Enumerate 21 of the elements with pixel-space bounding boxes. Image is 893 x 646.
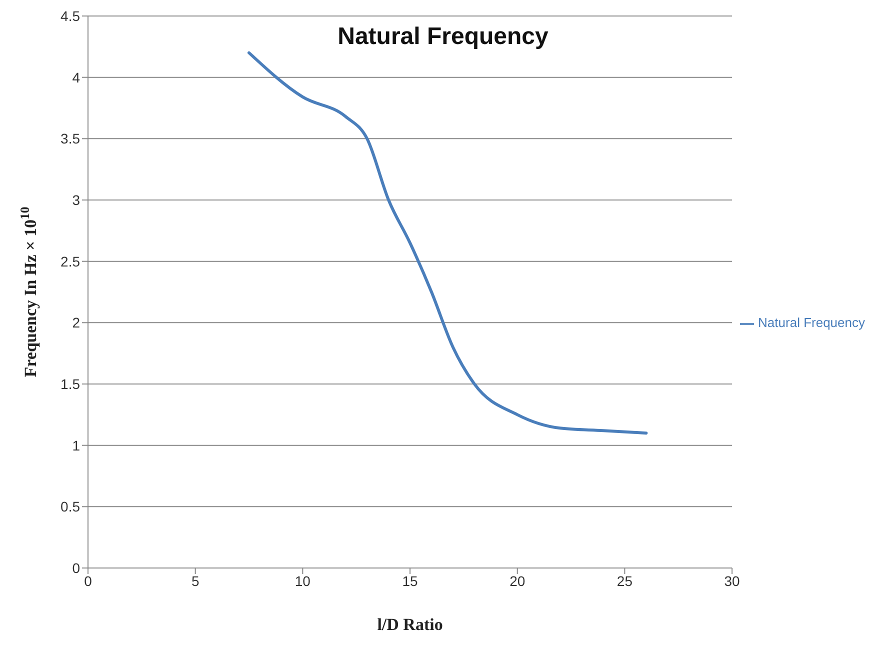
- x-axis-title: l/D Ratio: [377, 615, 443, 634]
- x-tick-label: 15: [402, 572, 418, 589]
- y-tick-label: 0.5: [60, 498, 80, 515]
- y-tick-label: 0: [72, 560, 80, 576]
- x-tick-label: 25: [616, 572, 633, 589]
- x-tick-label: 0: [84, 572, 92, 589]
- y-tick-label: 3.5: [60, 130, 80, 147]
- x-tick-label: 20: [510, 572, 526, 589]
- line-series: [248, 51, 648, 435]
- chart-title: Natural Frequency: [338, 23, 550, 50]
- y-tick-label: 2: [72, 314, 80, 331]
- y-tick-label: 3: [72, 192, 80, 208]
- y-tick-label: 1.5: [60, 376, 80, 392]
- x-tick-label: 30: [724, 572, 740, 589]
- y-tick-label: 1: [72, 437, 80, 454]
- x-tick-label: 10: [294, 572, 311, 589]
- y-tick-label: 2.5: [60, 253, 80, 270]
- y-tick-label: 4: [72, 69, 80, 86]
- x-tick-label: 5: [191, 572, 200, 589]
- legend-label: Natural Frequency: [758, 315, 865, 330]
- y-tick-label: 4.5: [60, 8, 80, 24]
